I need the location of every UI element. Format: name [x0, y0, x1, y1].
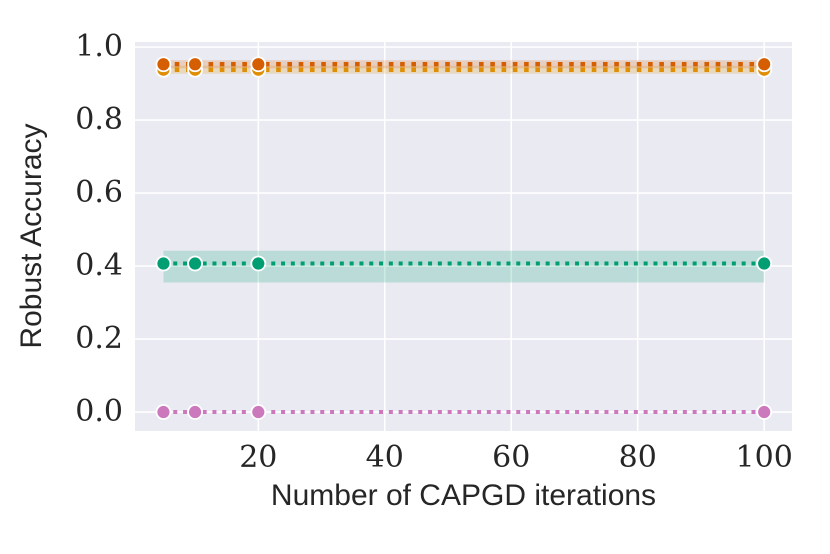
- y-tick-label: 0.4: [75, 248, 123, 284]
- green-series-marker: [250, 255, 267, 272]
- y-axis-label: Robust Accuracy: [15, 123, 48, 349]
- vermillion-series-marker: [756, 56, 773, 73]
- x-tick-label: 40: [365, 440, 404, 475]
- pink-series-marker: [187, 404, 203, 420]
- y-tick-label: 0.2: [75, 321, 123, 357]
- y-tick-label: 0.8: [75, 102, 123, 138]
- pink-series-marker: [756, 404, 773, 420]
- pink-series-marker: [155, 404, 172, 420]
- vermillion-series-marker: [155, 56, 172, 73]
- x-tick-label: 20: [239, 440, 278, 475]
- vermillion-series-band: [163, 60, 765, 69]
- plot-area: [135, 42, 792, 431]
- x-tick-label: 60: [492, 440, 531, 475]
- y-tick-label: 0.0: [75, 394, 123, 430]
- chart-canvas: [135, 42, 792, 431]
- x-tick-label: 100: [735, 440, 793, 475]
- y-tick-label: 0.6: [75, 175, 123, 211]
- vermillion-series-marker: [250, 56, 267, 73]
- green-series-marker: [187, 255, 203, 272]
- orange-series-band: [163, 65, 765, 74]
- x-axis-label: Number of CAPGD iterations: [270, 479, 657, 512]
- vermillion-series-marker: [187, 56, 203, 73]
- green-series-marker: [756, 255, 773, 272]
- y-tick-label: 1.0: [75, 29, 123, 65]
- x-tick-label: 80: [618, 440, 657, 475]
- pink-series-marker: [250, 404, 267, 420]
- green-series-marker: [155, 255, 172, 272]
